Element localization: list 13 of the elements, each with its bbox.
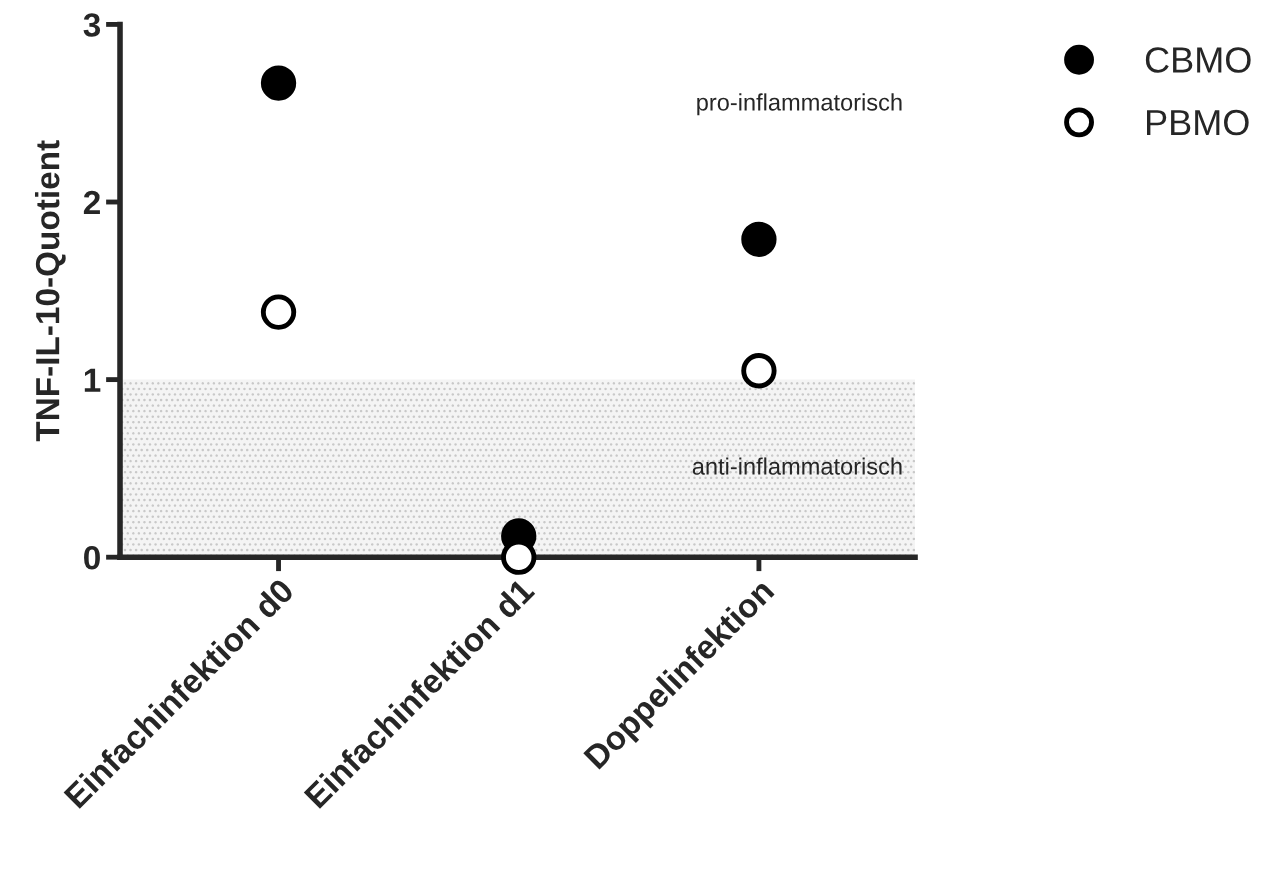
- legend-label: CBMO: [1145, 47, 1251, 73]
- point: [741, 221, 777, 257]
- legend-label: PBMO: [1147, 109, 1249, 136]
- y-tick-label: 2: [83, 190, 100, 215]
- y-tick-label: 0: [84, 546, 100, 570]
- point: [741, 353, 777, 389]
- annotation: pro-inflammatorisch: [697, 93, 902, 116]
- point: [260, 65, 297, 101]
- y-tick-label: 1: [84, 368, 101, 392]
- point: [260, 294, 297, 330]
- band-label: anti-inflammatorisch: [692, 457, 902, 475]
- y-tick-label: 3: [83, 13, 101, 37]
- y-axis-title: TNF-IL-10-Quotient: [34, 140, 66, 442]
